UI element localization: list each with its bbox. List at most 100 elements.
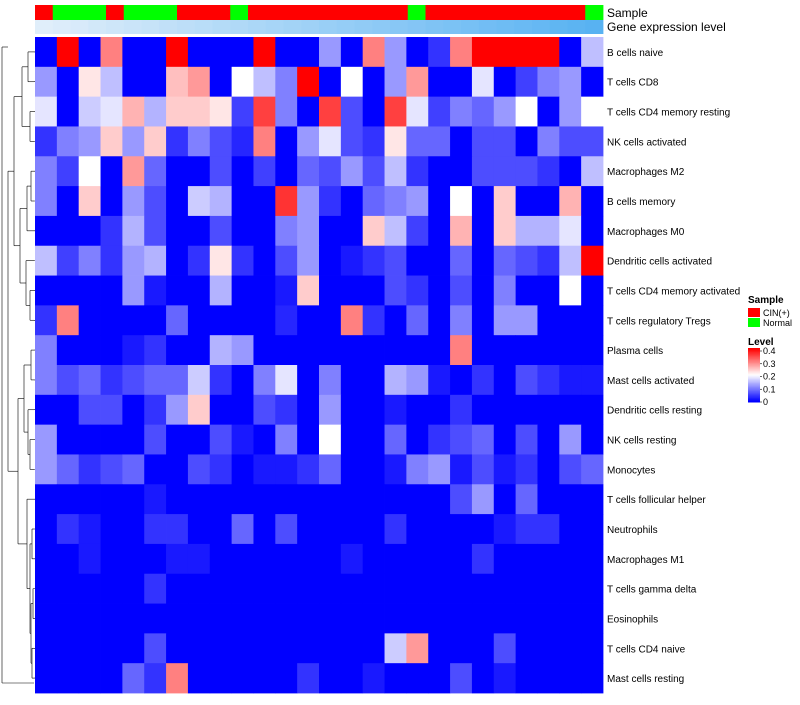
heatmap-cell <box>493 365 517 396</box>
heatmap-cell <box>362 424 385 455</box>
heatmap-cell <box>319 305 342 336</box>
heatmap-cell <box>231 484 254 515</box>
heatmap-cell <box>319 126 342 157</box>
level-legend-gradient <box>748 354 760 357</box>
heatmap-cell <box>253 543 276 575</box>
heatmap-cell <box>35 66 58 98</box>
heatmap-cell <box>209 126 233 157</box>
heatmap-cell <box>340 245 364 276</box>
level-legend-gradient <box>748 395 760 398</box>
level-annotation-cell <box>177 20 196 34</box>
heatmap-cell <box>515 37 538 68</box>
heatmap-cell <box>450 66 473 98</box>
heatmap-cell <box>340 543 364 575</box>
heatmap-cell <box>428 275 451 306</box>
heatmap-cell <box>384 335 407 366</box>
row-label: T cells follicular helper <box>607 495 706 506</box>
heatmap-cell <box>362 543 385 575</box>
heatmap-cell <box>537 633 560 664</box>
heatmap-cell <box>122 514 145 545</box>
heatmap-cell <box>319 215 342 247</box>
heatmap-cell <box>450 514 473 545</box>
heatmap-cell <box>319 245 342 276</box>
heatmap-cell <box>100 37 123 68</box>
level-legend-tick-label: 0.1 <box>763 384 776 394</box>
heatmap-cell <box>428 66 451 98</box>
heatmap-cell <box>144 633 167 664</box>
heatmap-cell <box>537 215 560 247</box>
heatmap-cell <box>100 633 123 664</box>
level-legend-gradient <box>748 361 760 364</box>
heatmap-cell <box>559 663 582 694</box>
heatmap-cell <box>537 454 560 485</box>
level-annotation-cell <box>461 20 480 34</box>
heatmap-cell <box>581 543 604 575</box>
heatmap-cell <box>187 186 211 217</box>
sample-annotation-cell <box>372 5 391 20</box>
heatmap-cell <box>122 365 145 396</box>
heatmap-cell <box>78 454 101 485</box>
level-annotation-cell <box>407 20 426 34</box>
level-legend-gradient <box>748 377 760 380</box>
heatmap-cell <box>297 543 320 575</box>
heatmap-cell <box>515 394 538 426</box>
heatmap-cell <box>362 186 385 217</box>
heatmap-cell <box>450 424 473 455</box>
heatmap-cell <box>35 215 58 247</box>
heatmap-cell <box>340 424 364 455</box>
heatmap-cell <box>35 514 58 545</box>
heatmap-cell <box>406 633 429 664</box>
heatmap-cell <box>166 603 189 634</box>
level-legend-gradient <box>748 352 760 354</box>
level-annotation-cell <box>496 20 515 34</box>
heatmap-cell <box>35 394 58 426</box>
heatmap-cell <box>297 603 320 634</box>
heatmap-cell <box>275 484 298 515</box>
level-legend-gradient <box>748 399 760 402</box>
heatmap-cell <box>209 633 233 664</box>
heatmap-cell <box>187 66 211 98</box>
heatmap-cell <box>428 424 451 455</box>
heatmap-cell <box>209 215 233 247</box>
level-legend-gradient <box>748 370 760 373</box>
heatmap-cell <box>122 424 145 455</box>
sample-annotation-cell <box>461 5 480 20</box>
heatmap-cell <box>231 275 254 306</box>
heatmap-cell <box>559 186 582 217</box>
heatmap-cell <box>450 335 473 366</box>
heatmap-cell <box>78 603 101 634</box>
heatmap-cell <box>275 663 298 694</box>
level-legend-gradient <box>748 350 760 353</box>
heatmap-cell <box>319 543 342 575</box>
heatmap-cell <box>209 156 233 187</box>
heatmap-cell <box>362 245 385 276</box>
heatmap-cell <box>340 335 364 366</box>
heatmap-cells <box>35 37 604 694</box>
row-label: Dendritic cells resting <box>607 406 702 417</box>
heatmap-cell <box>493 484 517 515</box>
sample-annotation-cell <box>319 5 338 20</box>
heatmap-cell <box>275 573 298 604</box>
heatmap-cell <box>559 394 582 426</box>
heatmap-cell <box>581 37 604 68</box>
heatmap-cell <box>537 424 560 455</box>
heatmap-cell <box>559 37 582 68</box>
heatmap-cell <box>559 215 582 247</box>
heatmap-cell <box>253 215 276 247</box>
heatmap-cell <box>450 365 473 396</box>
heatmap-cell <box>471 573 495 604</box>
heatmap-cell <box>450 573 473 604</box>
heatmap-cell <box>493 186 517 217</box>
heatmap-cell <box>362 663 385 694</box>
heatmap-cell <box>581 96 604 127</box>
heatmap-cell <box>35 603 58 634</box>
heatmap-cell <box>122 215 145 247</box>
heatmap-cell <box>209 245 233 276</box>
heatmap-cell <box>297 156 320 187</box>
heatmap-cell <box>253 454 276 485</box>
level-legend-gradient <box>748 381 760 384</box>
heatmap-cell <box>231 424 254 455</box>
row-label: Macrophages M1 <box>607 555 685 566</box>
heatmap-cell <box>56 484 80 515</box>
